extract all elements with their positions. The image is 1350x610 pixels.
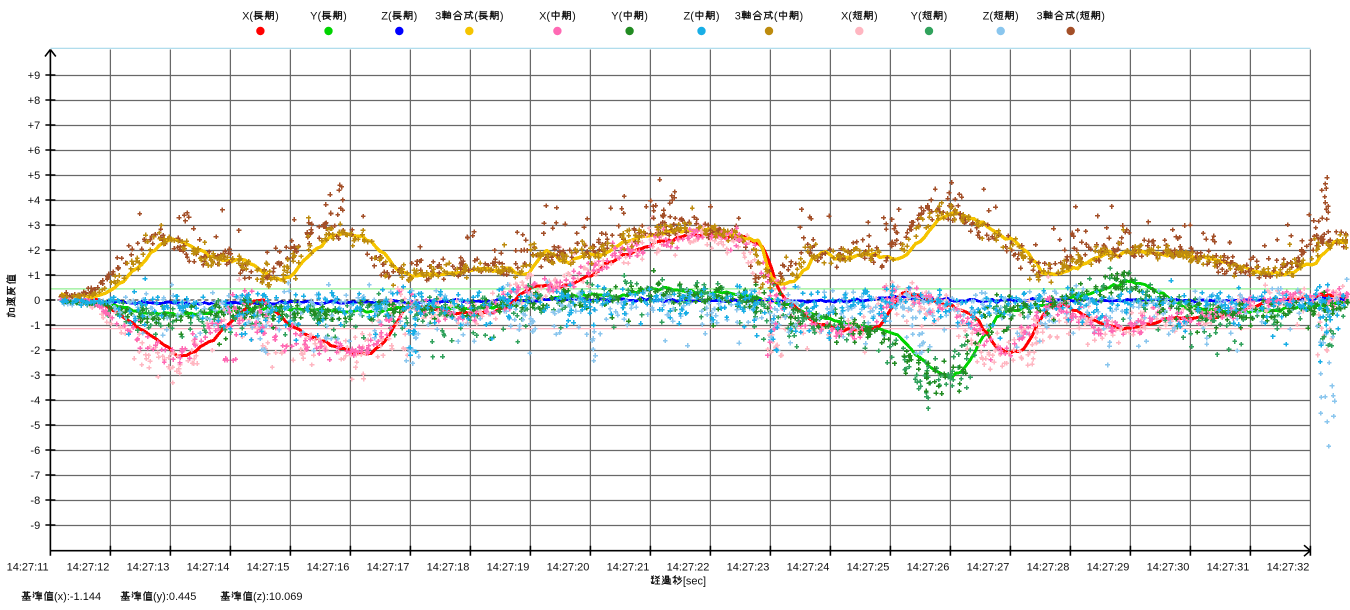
svg-text:-4: -4 <box>30 395 40 407</box>
svg-text:+5: +5 <box>28 170 41 182</box>
svg-text:14:27:16: 14:27:16 <box>307 562 350 574</box>
svg-text:+9: +9 <box>28 70 41 82</box>
svg-text:14:27:20: 14:27:20 <box>547 562 590 574</box>
svg-text:(x):-1.144: (x):-1.144 <box>54 591 101 603</box>
svg-text:): ) <box>1015 11 1019 23</box>
svg-text:-2: -2 <box>30 345 40 357</box>
svg-text:14:27:29: 14:27:29 <box>1087 562 1130 574</box>
svg-text:14:27:11: 14:27:11 <box>7 562 49 574</box>
svg-text:): ) <box>414 11 418 23</box>
svg-text:Y(: Y( <box>310 11 321 23</box>
svg-text:Z(: Z( <box>983 11 994 23</box>
svg-text:+3: +3 <box>28 220 41 232</box>
svg-text:(: ( <box>474 11 478 23</box>
svg-text:+7: +7 <box>28 120 41 132</box>
svg-text:): ) <box>800 11 804 23</box>
svg-text:): ) <box>275 11 279 23</box>
svg-text:-7: -7 <box>30 470 40 482</box>
svg-text:-6: -6 <box>30 445 40 457</box>
svg-text:+6: +6 <box>28 145 41 157</box>
svg-text:X(: X( <box>539 11 550 23</box>
svg-text:+1: +1 <box>28 270 41 282</box>
svg-text:3: 3 <box>435 11 441 23</box>
svg-text:3: 3 <box>735 11 741 23</box>
svg-text:(: ( <box>1076 11 1080 23</box>
svg-text:(: ( <box>774 11 778 23</box>
svg-text:-9: -9 <box>30 520 40 532</box>
svg-text:Y(: Y( <box>911 11 922 23</box>
svg-text:14:27:14: 14:27:14 <box>187 562 230 574</box>
svg-text:): ) <box>572 11 576 23</box>
svg-text:14:27:30: 14:27:30 <box>1147 562 1190 574</box>
svg-text:14:27:12: 14:27:12 <box>67 562 110 574</box>
svg-text:): ) <box>343 11 347 23</box>
svg-text:+8: +8 <box>28 95 41 107</box>
svg-text:): ) <box>1101 11 1105 23</box>
svg-text:14:27:32: 14:27:32 <box>1267 562 1310 574</box>
svg-text:): ) <box>944 11 948 23</box>
svg-text:14:27:31: 14:27:31 <box>1207 562 1250 574</box>
svg-text:X(: X( <box>242 11 253 23</box>
svg-text:[sec]: [sec] <box>683 576 706 588</box>
svg-text:14:27:23: 14:27:23 <box>727 562 770 574</box>
svg-text:14:27:17: 14:27:17 <box>367 562 410 574</box>
svg-text:(y):0.445: (y):0.445 <box>153 591 196 603</box>
svg-text:+2: +2 <box>28 245 41 257</box>
svg-text:14:27:26: 14:27:26 <box>907 562 950 574</box>
svg-text:14:27:22: 14:27:22 <box>667 562 710 574</box>
svg-text:-3: -3 <box>30 370 40 382</box>
svg-text:): ) <box>716 11 720 23</box>
svg-text:+4: +4 <box>28 195 41 207</box>
svg-text:): ) <box>644 11 648 23</box>
svg-text:14:27:13: 14:27:13 <box>127 562 170 574</box>
svg-text:(z):10.069: (z):10.069 <box>253 591 303 603</box>
svg-text:14:27:25: 14:27:25 <box>847 562 890 574</box>
svg-text:14:27:27: 14:27:27 <box>967 562 1010 574</box>
svg-text:14:27:15: 14:27:15 <box>247 562 290 574</box>
svg-text:14:27:19: 14:27:19 <box>487 562 530 574</box>
svg-text:Z(: Z( <box>381 11 392 23</box>
svg-text:0: 0 <box>34 295 40 307</box>
svg-text:14:27:21: 14:27:21 <box>607 562 650 574</box>
svg-text:X(: X( <box>841 11 852 23</box>
svg-text:): ) <box>874 11 878 23</box>
svg-text:Z(: Z( <box>683 11 694 23</box>
svg-text:-1: -1 <box>30 320 40 332</box>
svg-text:14:27:18: 14:27:18 <box>427 562 470 574</box>
svg-text:-5: -5 <box>30 420 40 432</box>
svg-text:-8: -8 <box>30 495 40 507</box>
svg-text:3: 3 <box>1036 11 1042 23</box>
svg-text:Y(: Y( <box>611 11 622 23</box>
svg-text:14:27:28: 14:27:28 <box>1027 562 1070 574</box>
svg-text:): ) <box>500 11 504 23</box>
svg-text:14:27:24: 14:27:24 <box>787 562 830 574</box>
